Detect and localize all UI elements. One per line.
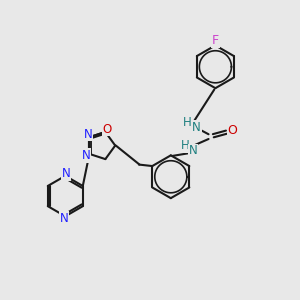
Text: N: N <box>61 167 70 180</box>
Text: N: N <box>59 212 68 225</box>
Text: H: H <box>183 116 192 129</box>
Text: N: N <box>82 149 91 162</box>
Text: N: N <box>84 128 92 141</box>
Text: H: H <box>180 139 189 152</box>
Text: N: N <box>192 121 201 134</box>
Text: F: F <box>212 34 219 47</box>
Text: N: N <box>189 144 197 157</box>
Text: O: O <box>103 122 112 136</box>
Text: O: O <box>227 124 237 137</box>
